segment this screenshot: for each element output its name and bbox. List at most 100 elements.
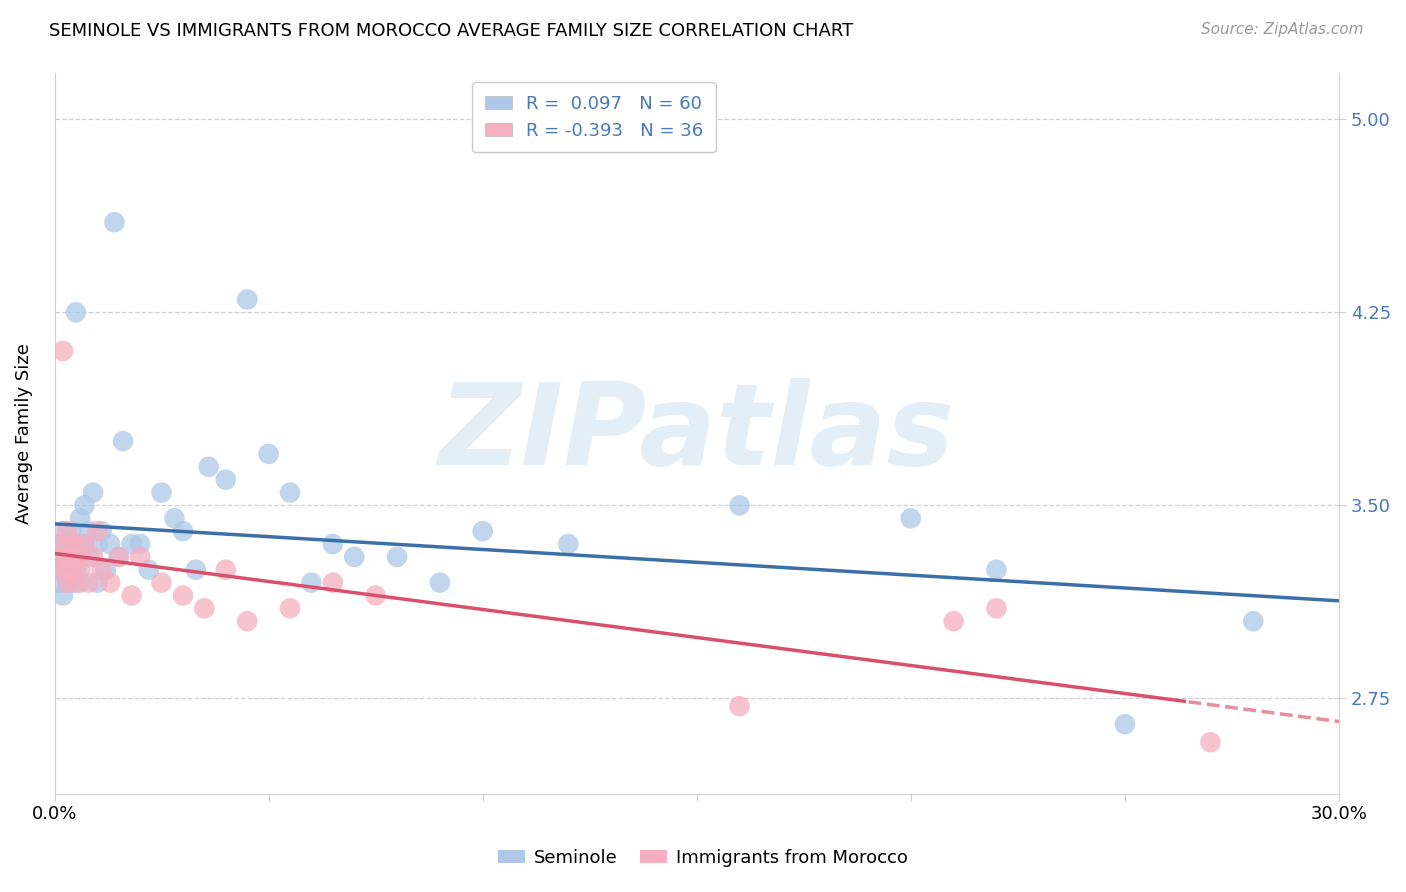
Point — [86, 537, 108, 551]
Point — [48, 537, 70, 551]
Point — [107, 549, 129, 564]
Point — [94, 563, 117, 577]
Point — [86, 575, 108, 590]
Point — [471, 524, 494, 538]
Point — [257, 447, 280, 461]
Point — [65, 563, 87, 577]
Point — [986, 563, 1008, 577]
Point — [77, 524, 100, 538]
Point — [86, 524, 108, 538]
Point — [98, 537, 121, 551]
Point — [1199, 735, 1222, 749]
Point — [60, 537, 83, 551]
Point — [364, 589, 387, 603]
Point — [90, 563, 112, 577]
Point — [52, 343, 75, 358]
Point — [150, 485, 173, 500]
Point — [60, 575, 83, 590]
Legend: R =  0.097   N = 60, R = -0.393   N = 36: R = 0.097 N = 60, R = -0.393 N = 36 — [472, 82, 716, 153]
Point — [60, 549, 83, 564]
Point — [121, 537, 143, 551]
Point — [1241, 614, 1264, 628]
Point — [193, 601, 215, 615]
Point — [52, 549, 75, 564]
Point — [52, 549, 75, 564]
Point — [52, 563, 75, 577]
Point — [163, 511, 186, 525]
Point — [1114, 717, 1136, 731]
Point — [172, 589, 194, 603]
Point — [65, 305, 87, 319]
Point — [322, 575, 344, 590]
Point — [65, 537, 87, 551]
Point — [52, 537, 75, 551]
Point — [56, 537, 79, 551]
Point — [69, 575, 91, 590]
Point — [197, 459, 219, 474]
Point — [52, 563, 75, 577]
Point — [56, 575, 79, 590]
Point — [900, 511, 922, 525]
Point — [60, 563, 83, 577]
Point — [73, 537, 96, 551]
Point — [60, 549, 83, 564]
Point — [77, 575, 100, 590]
Point — [942, 614, 965, 628]
Point — [129, 549, 152, 564]
Point — [129, 537, 152, 551]
Point — [112, 434, 135, 448]
Point — [69, 563, 91, 577]
Point — [48, 563, 70, 577]
Point — [215, 473, 238, 487]
Point — [385, 549, 408, 564]
Point — [98, 575, 121, 590]
Point — [65, 575, 87, 590]
Point — [172, 524, 194, 538]
Point — [184, 563, 207, 577]
Point — [69, 549, 91, 564]
Point — [299, 575, 322, 590]
Point — [236, 293, 259, 307]
Legend: Seminole, Immigrants from Morocco: Seminole, Immigrants from Morocco — [491, 842, 915, 874]
Point — [73, 499, 96, 513]
Point — [77, 549, 100, 564]
Point — [69, 537, 91, 551]
Point — [278, 485, 301, 500]
Point — [278, 601, 301, 615]
Point — [728, 499, 751, 513]
Point — [215, 563, 238, 577]
Point — [56, 549, 79, 564]
Text: Source: ZipAtlas.com: Source: ZipAtlas.com — [1201, 22, 1364, 37]
Point — [60, 524, 83, 538]
Point — [150, 575, 173, 590]
Point — [322, 537, 344, 551]
Point — [56, 575, 79, 590]
Point — [121, 589, 143, 603]
Point — [48, 537, 70, 551]
Point — [236, 614, 259, 628]
Point — [52, 589, 75, 603]
Point — [56, 524, 79, 538]
Point — [103, 215, 125, 229]
Point — [728, 699, 751, 714]
Point — [73, 537, 96, 551]
Point — [82, 485, 104, 500]
Point — [65, 549, 87, 564]
Point — [90, 524, 112, 538]
Point — [82, 549, 104, 564]
Point — [557, 537, 579, 551]
Point — [52, 524, 75, 538]
Point — [56, 563, 79, 577]
Text: ZIPatlas: ZIPatlas — [439, 378, 955, 489]
Point — [138, 563, 160, 577]
Point — [48, 549, 70, 564]
Point — [69, 511, 91, 525]
Point — [429, 575, 451, 590]
Text: SEMINOLE VS IMMIGRANTS FROM MOROCCO AVERAGE FAMILY SIZE CORRELATION CHART: SEMINOLE VS IMMIGRANTS FROM MOROCCO AVER… — [49, 22, 853, 40]
Point — [48, 575, 70, 590]
Point — [343, 549, 366, 564]
Point — [107, 549, 129, 564]
Point — [56, 563, 79, 577]
Point — [986, 601, 1008, 615]
Point — [48, 549, 70, 564]
